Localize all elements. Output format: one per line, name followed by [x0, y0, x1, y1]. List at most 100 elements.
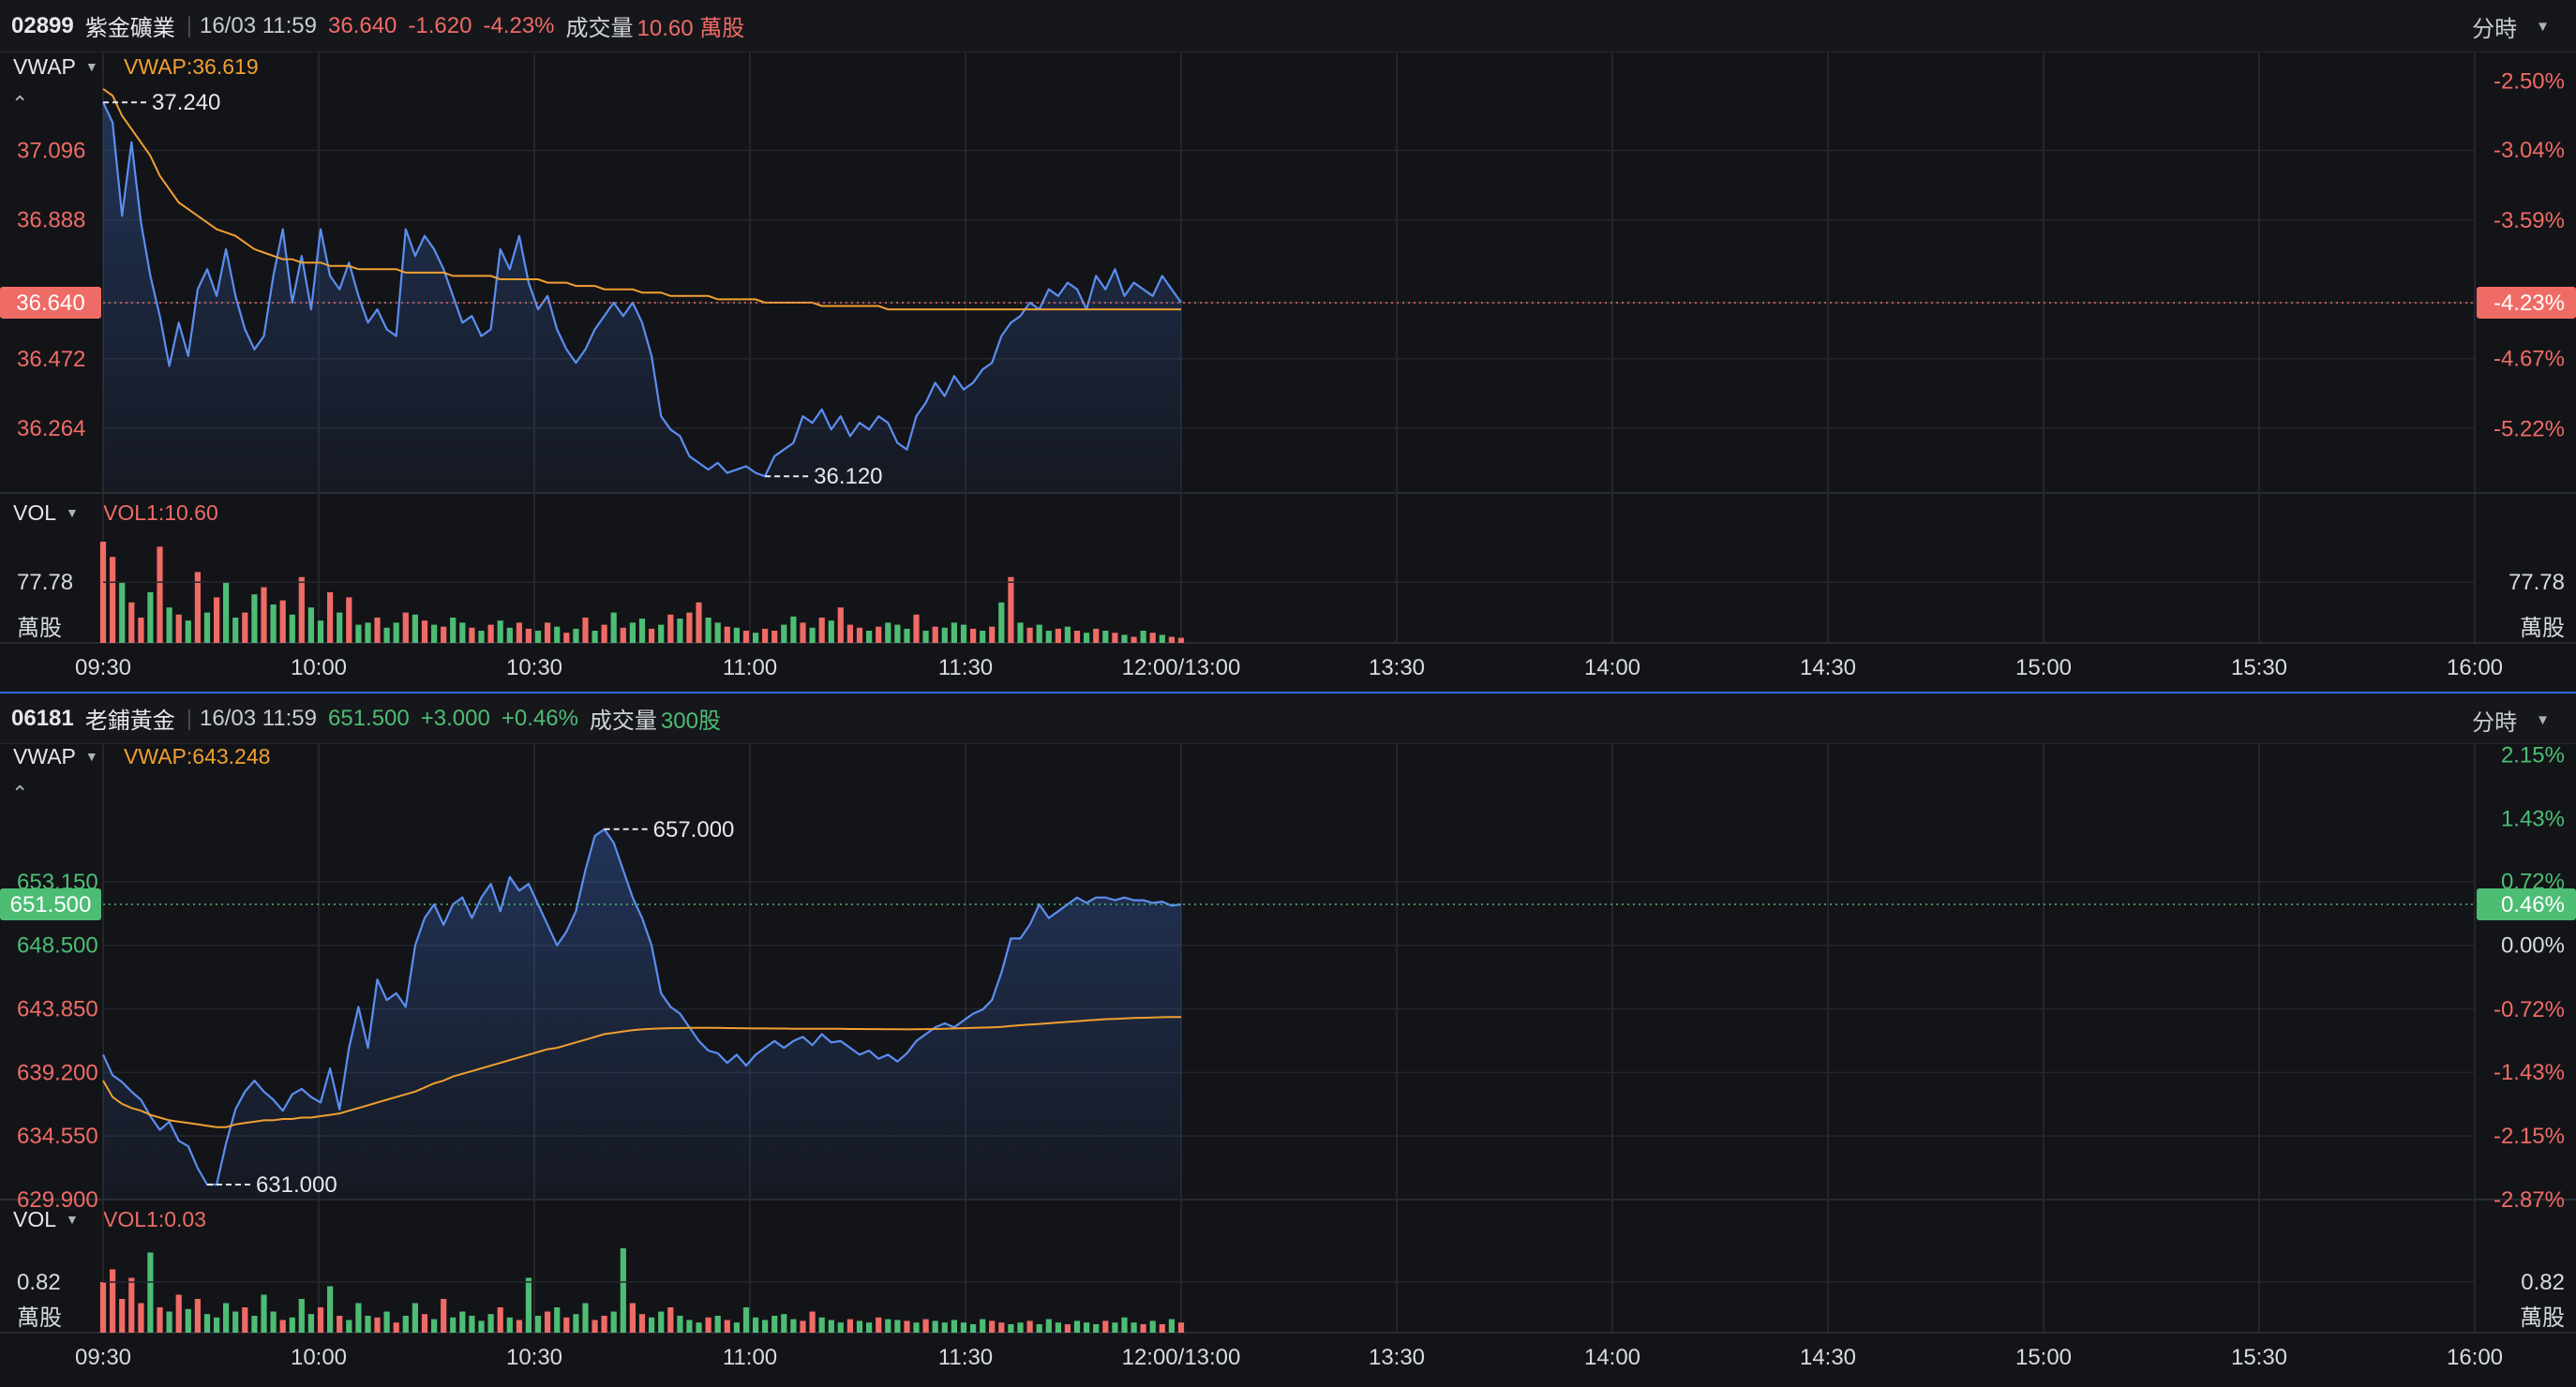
volume-bar — [534, 631, 542, 643]
right-percent-tick: -4.23% — [2494, 290, 2565, 315]
volume-bar — [421, 1314, 428, 1333]
price-line — [102, 101, 1182, 478]
volume-bar — [960, 1322, 967, 1333]
volume-bar — [970, 628, 977, 643]
volume-bar — [563, 633, 570, 643]
volume-bar — [913, 1322, 920, 1333]
volume-bar — [185, 1308, 191, 1333]
volume-bar — [1149, 633, 1156, 643]
volume-tick-right: 77.78 — [2509, 570, 2565, 595]
volume-bar — [610, 1311, 617, 1333]
volume-bar — [203, 1314, 211, 1333]
volume-bar — [658, 624, 665, 643]
volume-bar — [1093, 628, 1100, 643]
volume-bar — [922, 1319, 929, 1333]
volume-bar — [686, 1320, 693, 1333]
time-axis-label: 11:00 — [723, 655, 777, 680]
price-line — [102, 828, 1182, 1186]
volume-bar — [1112, 633, 1118, 643]
volume-bar — [724, 626, 730, 643]
volume-bar — [866, 1322, 873, 1333]
volume-bar — [506, 1317, 513, 1333]
stock-header: 02899 紫金礦業 | 16/03 11:59 36.640 -1.620 -… — [0, 0, 2576, 52]
volume-bar — [402, 1316, 409, 1333]
current-percent-tag-text: 0.46% — [2501, 892, 2565, 917]
volume-bar — [620, 1248, 626, 1333]
volume-bar — [563, 1317, 570, 1333]
vol-value: VOL1:0.03 — [103, 1207, 206, 1231]
volume-bar — [441, 626, 447, 643]
volume-bar — [742, 1307, 750, 1333]
volume-bar — [1064, 626, 1071, 643]
divider: | — [186, 12, 192, 38]
volume-bar — [771, 631, 778, 643]
time-axis-label: 09:30 — [75, 1345, 131, 1370]
volume-bar — [1159, 634, 1165, 643]
volume-bar — [809, 627, 816, 643]
quote-price: 36.640 — [328, 12, 397, 38]
volume-bar — [1045, 631, 1052, 643]
volume-bar — [355, 1303, 362, 1333]
volume-bar — [837, 1322, 844, 1333]
vol-indicator-selector[interactable]: VOL ▼ — [13, 1205, 79, 1233]
volume-bar — [742, 631, 750, 643]
volume-bar — [951, 1320, 957, 1333]
volume-bar — [402, 612, 409, 643]
volume-bar — [781, 1314, 787, 1333]
vwap-indicator-selector[interactable]: VWAP ▼ — [13, 742, 98, 770]
high-price-label: 657.000 — [653, 817, 735, 843]
vwap-value: VWAP:643.248 — [124, 744, 271, 768]
volume-bar — [790, 1319, 797, 1333]
volume-bar — [1093, 1324, 1100, 1333]
volume-bar — [251, 594, 258, 643]
volume-bar — [1131, 1322, 1137, 1333]
volume-unit-left: 萬股 — [17, 1305, 62, 1331]
volume-bar — [1008, 576, 1014, 643]
volume-bar — [762, 1320, 769, 1333]
volume-bar — [270, 1311, 277, 1333]
volume-bar — [242, 1307, 248, 1333]
volume-bar — [1036, 1324, 1042, 1333]
volume-bar — [1168, 1319, 1175, 1333]
time-axis-label: 14:30 — [1800, 1345, 1856, 1370]
volume-bar — [194, 572, 201, 643]
vwap-indicator-selector[interactable]: VWAP ▼ — [13, 52, 98, 81]
volume-bar — [307, 1314, 314, 1333]
volume-bar — [99, 1282, 107, 1333]
volume-bar — [337, 612, 343, 643]
volume-bar — [932, 626, 938, 643]
volume-bar — [441, 1299, 447, 1333]
volume-bar — [110, 557, 116, 643]
vwap-value: VWAP:36.619 — [124, 54, 259, 79]
volume-bar — [629, 622, 636, 643]
volume-bar — [459, 622, 466, 643]
collapse-icon[interactable]: ⌃ — [11, 782, 29, 805]
vol-indicator-selector[interactable]: VOL ▼ — [13, 499, 79, 527]
time-axis-label: 16:00 — [2447, 1345, 2503, 1370]
time-axis-label: 13:30 — [1369, 655, 1425, 680]
volume-bar — [980, 1319, 986, 1333]
volume-bar — [876, 1317, 882, 1333]
volume-bar — [1131, 636, 1137, 643]
price-area — [103, 102, 1181, 493]
period-selector[interactable]: 分時 ▼ — [2472, 694, 2561, 746]
volume-bar — [866, 631, 873, 643]
volume-bar — [374, 1317, 381, 1333]
volume-bar — [157, 1307, 163, 1333]
volume-bar — [497, 1307, 503, 1333]
volume-bar — [214, 1317, 220, 1333]
time-axis-label: 14:00 — [1584, 1345, 1640, 1370]
volume-bar — [317, 620, 324, 643]
time-axis-label: 15:30 — [2231, 655, 2287, 680]
volume-label: 成交量 — [565, 16, 634, 41]
volume-bar — [554, 1307, 561, 1333]
volume-bar — [327, 1286, 334, 1333]
volume-bar — [251, 1316, 258, 1333]
volume-unit-right: 萬股 — [2520, 616, 2565, 641]
left-price-tick: 36.888 — [17, 208, 85, 233]
volume-bar — [1026, 1320, 1033, 1333]
period-selector[interactable]: 分時 ▼ — [2472, 0, 2561, 52]
collapse-icon[interactable]: ⌃ — [11, 92, 29, 115]
right-percent-tick: 1.43% — [2501, 806, 2565, 831]
low-price-label: 36.120 — [814, 464, 882, 489]
